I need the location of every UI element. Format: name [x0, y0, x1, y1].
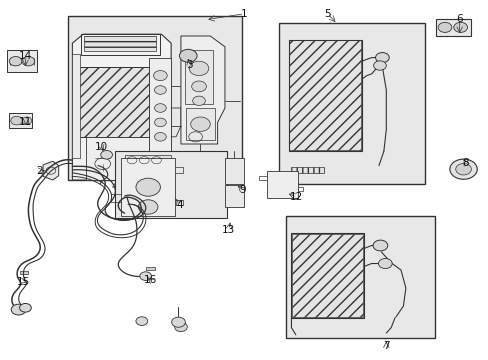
Circle shape	[154, 104, 166, 112]
Bar	[292, 234, 363, 317]
Circle shape	[138, 200, 158, 214]
Bar	[185, 108, 215, 140]
Bar	[84, 36, 156, 51]
Circle shape	[22, 117, 32, 124]
Circle shape	[453, 22, 467, 32]
Circle shape	[437, 22, 451, 32]
Text: 14: 14	[19, 51, 32, 61]
Bar	[145, 267, 154, 270]
Bar	[285, 216, 434, 338]
Bar	[124, 155, 171, 166]
Circle shape	[226, 190, 242, 202]
Circle shape	[192, 96, 205, 105]
Circle shape	[9, 57, 22, 66]
Text: 12: 12	[289, 192, 303, 202]
Bar	[435, 19, 470, 36]
Bar	[278, 23, 425, 184]
Text: 9: 9	[239, 185, 245, 195]
Text: 7: 7	[382, 341, 389, 351]
Text: 11: 11	[19, 117, 33, 127]
Text: 16: 16	[143, 275, 157, 285]
Circle shape	[227, 172, 240, 181]
Circle shape	[373, 61, 386, 70]
Circle shape	[154, 86, 166, 94]
Circle shape	[272, 177, 291, 192]
Bar	[20, 271, 28, 274]
Bar	[224, 158, 243, 184]
Circle shape	[22, 57, 35, 66]
Circle shape	[136, 178, 160, 196]
Text: 6: 6	[455, 14, 462, 24]
Text: 8: 8	[461, 158, 468, 168]
Circle shape	[455, 163, 470, 175]
Circle shape	[154, 132, 166, 141]
Bar	[79, 67, 148, 137]
Bar	[68, 16, 242, 180]
Circle shape	[179, 49, 197, 62]
Circle shape	[190, 117, 210, 131]
Polygon shape	[149, 58, 171, 151]
Bar	[81, 34, 160, 55]
Bar	[224, 185, 243, 207]
Circle shape	[20, 303, 31, 312]
Bar	[288, 40, 361, 151]
Bar	[9, 113, 32, 128]
Text: 10: 10	[95, 142, 108, 152]
Bar	[184, 50, 213, 104]
Circle shape	[174, 322, 187, 332]
Circle shape	[372, 240, 387, 251]
Polygon shape	[85, 137, 149, 180]
Bar	[266, 171, 298, 198]
Circle shape	[154, 118, 166, 127]
Circle shape	[378, 258, 391, 269]
Bar	[121, 158, 175, 216]
Circle shape	[101, 150, 112, 159]
Text: 15: 15	[17, 276, 30, 287]
Text: 1: 1	[241, 9, 247, 19]
Bar	[79, 67, 148, 137]
Bar	[290, 167, 324, 173]
Circle shape	[171, 317, 185, 327]
Circle shape	[140, 272, 151, 280]
Bar	[7, 50, 37, 72]
Text: 3: 3	[186, 60, 193, 70]
Circle shape	[375, 53, 388, 63]
Text: 4: 4	[176, 200, 183, 210]
Bar	[291, 233, 364, 318]
Circle shape	[191, 81, 206, 92]
Circle shape	[11, 304, 26, 315]
Polygon shape	[43, 161, 59, 180]
Text: 13: 13	[222, 225, 235, 235]
Circle shape	[153, 71, 167, 81]
Circle shape	[449, 159, 476, 179]
Polygon shape	[72, 54, 80, 158]
Bar	[289, 40, 360, 150]
Polygon shape	[181, 36, 224, 144]
Text: 2: 2	[36, 166, 42, 176]
Circle shape	[11, 116, 22, 125]
Polygon shape	[72, 34, 171, 180]
Circle shape	[136, 317, 147, 325]
Polygon shape	[112, 180, 156, 187]
Circle shape	[189, 61, 208, 76]
Text: 5: 5	[324, 9, 330, 19]
Bar	[115, 151, 227, 218]
Circle shape	[227, 161, 241, 171]
